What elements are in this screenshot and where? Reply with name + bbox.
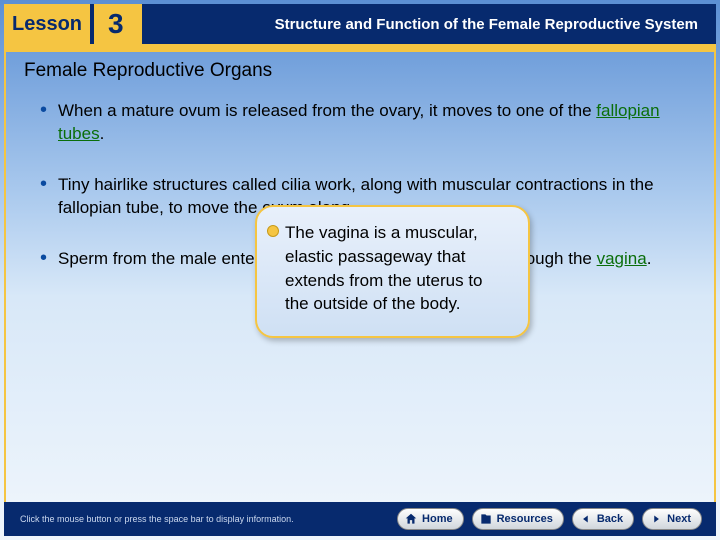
popup-bullet-icon (267, 225, 279, 237)
resources-button[interactable]: Resources (472, 508, 564, 530)
lesson-label: Lesson (4, 4, 94, 44)
home-label: Home (422, 513, 453, 525)
footer-hint: Click the mouse button or press the spac… (4, 514, 397, 524)
next-button[interactable]: Next (642, 508, 702, 530)
next-icon (649, 512, 663, 526)
bullet-text-post: . (100, 124, 105, 143)
lesson-number: 3 (94, 4, 142, 44)
bullet-text-post: . (647, 249, 652, 268)
back-icon (579, 512, 593, 526)
bullet-text: When a mature ovum is released from the … (58, 101, 596, 120)
header-bar: Lesson 3 Structure and Function of the F… (4, 4, 716, 44)
next-label: Next (667, 513, 691, 525)
section-title: Female Reproductive Organs (24, 60, 272, 82)
home-icon (404, 512, 418, 526)
home-button[interactable]: Home (397, 508, 464, 530)
footer-bar: Click the mouse button or press the spac… (4, 502, 716, 536)
back-label: Back (597, 513, 623, 525)
bullet-item: When a mature ovum is released from the … (40, 100, 710, 146)
nav-group: Home Resources Back Next (397, 508, 716, 530)
definition-popup: The vagina is a muscular, elastic passag… (255, 205, 530, 338)
back-button[interactable]: Back (572, 508, 634, 530)
header-accent-bar (4, 44, 716, 52)
glossary-term[interactable]: vagina (597, 249, 647, 268)
popup-text: The vagina is a muscular, elastic passag… (285, 223, 483, 313)
chapter-title: Structure and Function of the Female Rep… (142, 16, 716, 33)
resources-label: Resources (497, 513, 553, 525)
resources-icon (479, 512, 493, 526)
